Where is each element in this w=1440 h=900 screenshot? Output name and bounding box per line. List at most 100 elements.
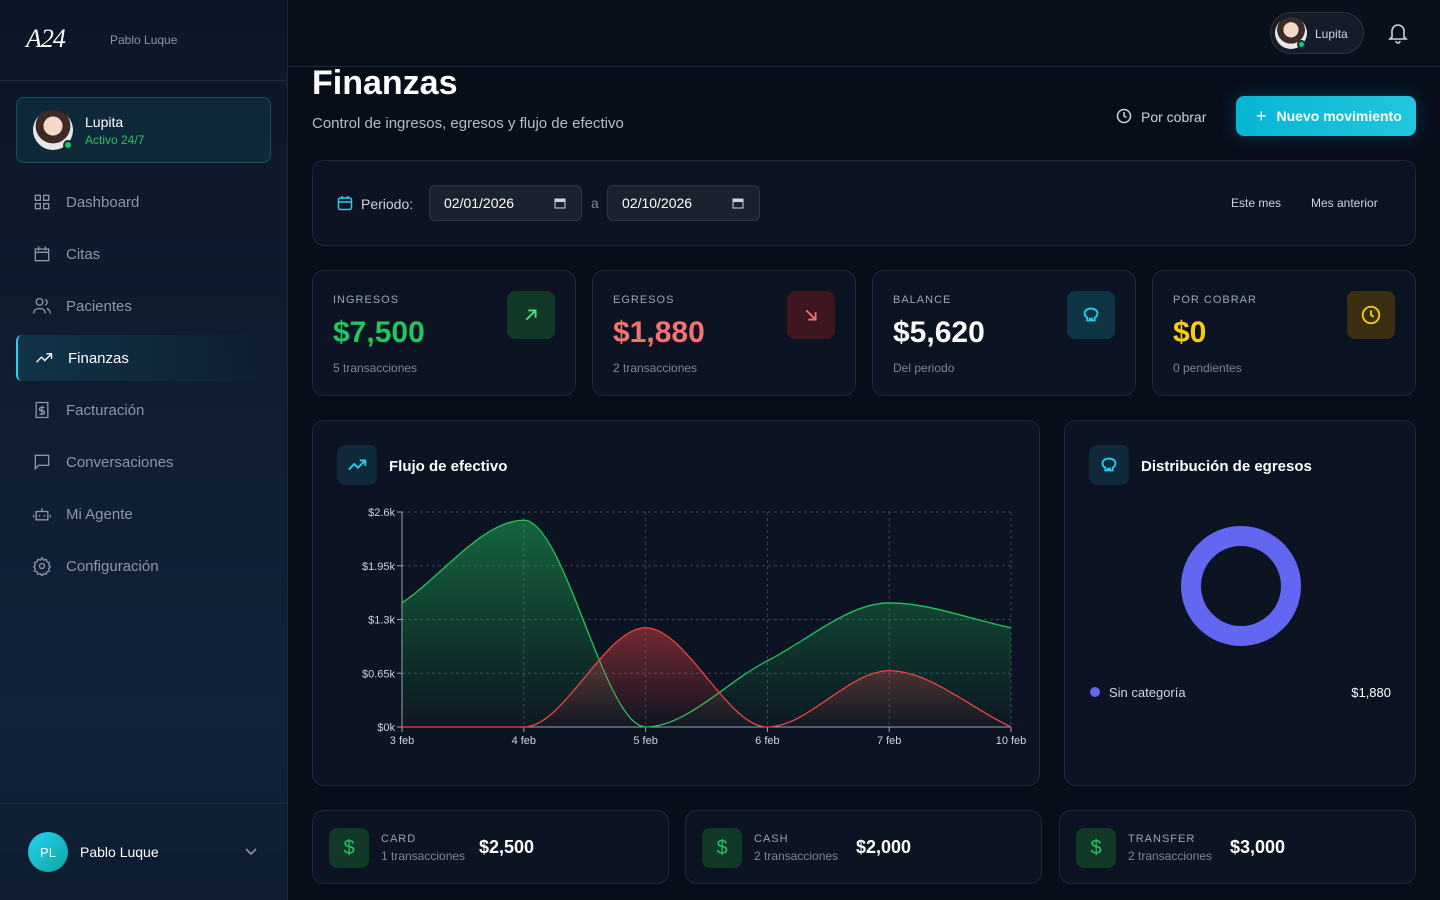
stat-card: POR COBRAR $0 0 pendientes <box>1152 270 1416 396</box>
calendar-icon <box>554 198 566 209</box>
sidebar: A24 Pablo Luque Lupita Activo 24/7 Dashb… <box>0 0 288 900</box>
range-separator: a <box>591 195 599 211</box>
nav-icon <box>33 297 51 314</box>
legend-label: Sin categoría <box>1109 685 1186 700</box>
x-tick-label: 5 feb <box>633 735 657 747</box>
nav-item[interactable]: Conversaciones <box>16 439 271 485</box>
calendar-icon <box>337 196 353 211</box>
top-bar: Lupita <box>288 0 1440 67</box>
y-tick-label: $1.3k <box>368 615 395 627</box>
series-area <box>402 520 1011 727</box>
nav-label: Pacientes <box>66 297 132 315</box>
nav-icon <box>32 556 52 576</box>
stat-icon <box>1067 291 1115 339</box>
nav-label: Facturación <box>66 401 145 419</box>
legend-value: $1,880 <box>1351 685 1391 700</box>
agent-card[interactable]: Lupita Activo 24/7 <box>16 97 271 163</box>
nav-label: Citas <box>66 245 101 263</box>
method-label: CASH <box>754 833 789 845</box>
method-value: $3,000 <box>1230 837 1286 857</box>
x-tick-label: 10 feb <box>996 735 1027 747</box>
date-text: 02/01/2026 <box>444 195 515 211</box>
stat-note: 2 transacciones <box>613 361 698 375</box>
nav-icon <box>34 454 50 471</box>
x-tick-label: 4 feb <box>512 735 536 747</box>
x-tick-label: 6 feb <box>755 735 779 747</box>
cashflow-card: Flujo de efectivo $0k $0.65k $1.3k $1.95k $2… <box>312 420 1040 786</box>
nav-item[interactable]: Pacientes <box>16 283 271 329</box>
page-subtitle: Control de ingresos, egresos y flujo de … <box>312 115 624 132</box>
chart-title: Flujo de efectivo <box>389 458 508 475</box>
stat-card: EGRESOS $1,880 2 transacciones <box>592 270 856 396</box>
nav-label: Dashboard <box>66 193 140 211</box>
calendar-icon <box>732 198 744 209</box>
chart-icon <box>1089 445 1129 485</box>
stat-value: $7,500 <box>333 316 425 349</box>
agent-chip[interactable]: Lupita <box>1270 12 1364 54</box>
method-label: CARD <box>381 833 417 845</box>
stat-note: 5 transacciones <box>333 361 418 375</box>
nav-label: Conversaciones <box>66 453 174 471</box>
cashflow-chart: $0k $0.65k $1.3k $1.95k $2.6k 3 feb 4 feb 5 feb… <box>362 507 1027 747</box>
stat-value: $0 <box>1173 316 1207 349</box>
receivable-button[interactable]: Por cobrar <box>1141 109 1207 125</box>
user-avatar[interactable]: PL <box>28 832 68 872</box>
method-card: $ TRANSFER 2 transacciones $3,000 <box>1059 810 1416 884</box>
brand-user: Pablo Luque <box>110 33 178 47</box>
nav-item[interactable]: Finanzas <box>16 335 271 381</box>
chart-title: Distribución de egresos <box>1141 458 1312 475</box>
stat-note: Del periodo <box>893 361 955 375</box>
stat-note: 0 pendientes <box>1173 361 1242 375</box>
y-tick-label: $2.6k <box>368 507 395 519</box>
nav-item[interactable]: Dashboard <box>16 179 271 225</box>
notifications[interactable] <box>1388 22 1408 44</box>
expenses-chart: Sin categoría $1,880 <box>1090 526 1391 700</box>
stat-label: POR COBRAR <box>1173 294 1257 306</box>
chevron[interactable] <box>244 846 258 858</box>
user-name: Pablo Luque <box>80 844 159 860</box>
stat-label: INGRESOS <box>333 294 400 306</box>
method-icon: $ <box>702 828 742 868</box>
divider <box>0 803 288 804</box>
chart-icon <box>337 445 377 485</box>
nav-icon <box>35 401 49 419</box>
method-icon: $ <box>1076 828 1116 868</box>
method-card: $ CARD 1 transacciones $2,500 <box>312 810 669 884</box>
clock-icon <box>1116 108 1132 124</box>
legend-swatch <box>1090 687 1100 697</box>
page-title: Finanzas <box>312 64 458 102</box>
date-to[interactable]: 02/10/2026 <box>607 185 760 221</box>
agent-status: Activo 24/7 <box>85 133 145 147</box>
method-note: 2 transacciones <box>1128 849 1213 863</box>
nav-label: Mi Agente <box>66 505 133 523</box>
nav-item[interactable]: Mi Agente <box>16 491 271 537</box>
nav-item[interactable]: Configuración <box>16 543 271 589</box>
y-tick-label: $0.65k <box>362 668 396 680</box>
date-from[interactable]: 02/01/2026 <box>429 185 582 221</box>
status-dot <box>1297 40 1306 49</box>
y-tick-label: $0k <box>377 722 395 734</box>
stat-label: EGRESOS <box>613 294 675 306</box>
stat-icon <box>1347 291 1395 339</box>
x-tick-label: 3 feb <box>390 735 414 747</box>
method-note: 2 transacciones <box>754 849 839 863</box>
agent-name: Lupita <box>85 114 124 130</box>
nav-icon <box>36 353 53 363</box>
nav-item[interactable]: Facturación <box>16 387 271 433</box>
preset-button[interactable]: Este mes <box>1231 196 1282 210</box>
date-text: 02/10/2026 <box>622 195 693 211</box>
method-value: $2,000 <box>856 837 912 857</box>
status-dot <box>63 140 73 150</box>
donut-segment <box>1181 526 1301 646</box>
y-tick-label: $1.95k <box>362 561 396 573</box>
preset-button[interactable]: Mes anterior <box>1311 196 1378 210</box>
stat-card: BALANCE $5,620 Del periodo <box>872 270 1136 396</box>
new-movement-button[interactable]: + Nuevo movimiento <box>1236 96 1416 136</box>
period-label: Periodo: <box>361 196 414 212</box>
stat-value: $1,880 <box>613 316 705 349</box>
series-line <box>402 627 1012 728</box>
method-label: TRANSFER <box>1128 833 1196 845</box>
plus-icon: + <box>1256 105 1267 126</box>
nav-item[interactable]: Citas <box>16 231 271 277</box>
